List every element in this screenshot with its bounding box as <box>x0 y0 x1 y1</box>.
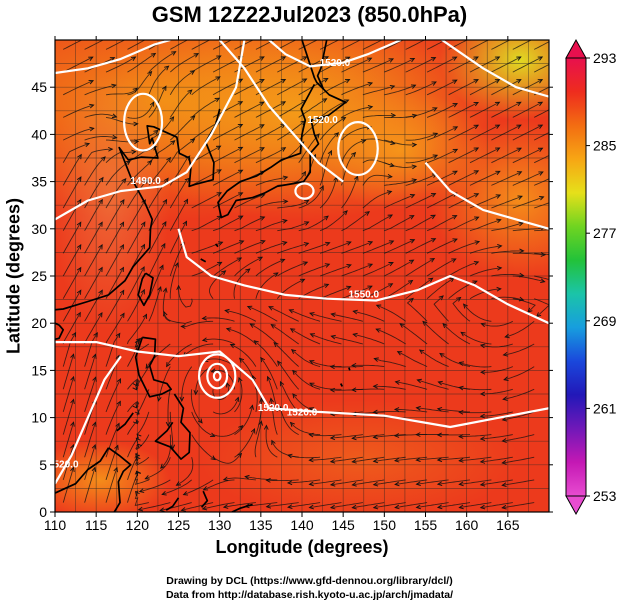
streamline-arrow <box>281 34 285 38</box>
coastline <box>349 368 350 371</box>
x-tick-label: 155 <box>414 517 438 533</box>
streamline-arrow <box>152 34 156 38</box>
streamline-arrow <box>324 34 328 38</box>
streamline-arrow <box>559 125 563 129</box>
x-tick-label: 115 <box>85 517 108 533</box>
colorbar: 293 285 277 269 261 253 <box>566 40 617 514</box>
streamline-arrow <box>345 34 349 38</box>
streamline-arrow <box>88 34 92 38</box>
x-axis-label: Longitude (degrees) <box>55 537 549 558</box>
contour-label: 1520.0 <box>307 115 338 126</box>
streamline-arrow <box>367 34 371 38</box>
y-tick-label: 5 <box>39 457 47 473</box>
streamline-arrow <box>110 34 114 38</box>
colorbar-tick-label: 277 <box>593 225 617 241</box>
x-tick-label: 135 <box>249 517 273 533</box>
credit-drawing: Drawing by DCL (https://www.gfd-dennou.o… <box>0 575 619 587</box>
streamline-arrow <box>409 35 413 39</box>
colorbar-tick-label: 269 <box>593 313 617 329</box>
streamline-arrow <box>238 34 242 38</box>
y-tick-label: 0 <box>39 504 47 520</box>
colorbar-scale <box>566 58 586 496</box>
streamline-arrow <box>388 35 392 39</box>
y-tick-label: 30 <box>31 221 47 237</box>
x-tick-label: 140 <box>290 517 314 533</box>
streamline-arrow <box>302 34 306 38</box>
colorbar-max-triangle <box>566 40 586 58</box>
x-tick-label: 130 <box>208 517 232 533</box>
colorbar-tick-label: 293 <box>593 50 617 66</box>
streamline <box>331 367 363 368</box>
streamline-arrow <box>559 34 563 38</box>
x-tick-label: 160 <box>455 517 479 533</box>
streamline-arrow <box>195 34 199 38</box>
streamline-arrow <box>561 281 565 285</box>
colorbar-tick-label: 253 <box>593 488 617 504</box>
colorbar-tick-label: 285 <box>593 138 617 154</box>
streamline-arrow <box>259 34 263 38</box>
streamline-arrow <box>473 34 477 38</box>
streamline-arrow <box>538 34 542 38</box>
credit-data: Data from http://database.rish.kyoto-u.a… <box>0 589 619 601</box>
streamline-arrow <box>559 57 563 61</box>
streamline-arrow <box>173 33 177 37</box>
contour-label: 1520.0 <box>258 403 289 414</box>
x-tick-label: 145 <box>331 517 355 533</box>
streamline-arrow <box>560 196 564 200</box>
y-tick-label: 45 <box>31 79 47 95</box>
y-tick-label: 10 <box>31 410 47 426</box>
y-tick-label: 25 <box>31 268 47 284</box>
streamline-arrow <box>559 148 563 152</box>
streamline-arrow <box>516 34 520 38</box>
colorbar-tick-label: 261 <box>593 400 617 416</box>
contour-label: 1550.0 <box>348 290 379 301</box>
x-tick-label: 110 <box>44 517 67 533</box>
streamline-arrow <box>559 102 563 106</box>
contour-label: 1520.0 <box>287 408 318 419</box>
streamline-arrow <box>452 34 456 38</box>
x-tick-label: 165 <box>496 517 520 533</box>
streamline-arrow <box>495 34 499 38</box>
x-tick-label: 150 <box>373 517 397 533</box>
y-tick-label: 40 <box>31 126 47 142</box>
y-axis-label: Latitude (degrees) <box>4 198 25 354</box>
y-tick-label: 35 <box>31 174 47 190</box>
contour-label: 1490.0 <box>130 176 161 187</box>
plot-area: 1520.01520.01490.01550.01520.01520.01520… <box>30 0 610 520</box>
x-tick-label: 120 <box>126 517 150 533</box>
streamline-arrow <box>131 34 135 38</box>
y-tick-label: 20 <box>31 315 47 331</box>
streamline-arrow <box>431 34 435 38</box>
streamline-arrow <box>560 172 564 176</box>
streamline-arrow <box>559 80 563 84</box>
streamline-arrow <box>217 34 221 38</box>
y-tick-label: 15 <box>31 362 47 378</box>
x-tick-label: 125 <box>167 517 191 533</box>
contour-label: 1520.0 <box>320 58 351 69</box>
colorbar-min-triangle <box>566 496 586 514</box>
